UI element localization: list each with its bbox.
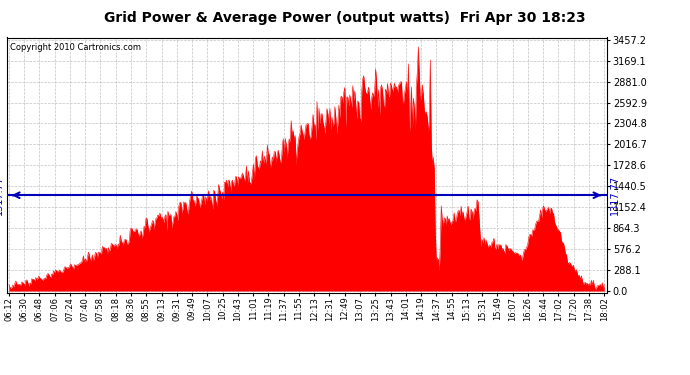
Text: 1317.77: 1317.77 [610, 175, 620, 215]
Text: Grid Power & Average Power (output watts)  Fri Apr 30 18:23: Grid Power & Average Power (output watts… [104, 11, 586, 25]
Text: 1317.77: 1317.77 [0, 175, 4, 215]
Text: Copyright 2010 Cartronics.com: Copyright 2010 Cartronics.com [10, 43, 141, 52]
